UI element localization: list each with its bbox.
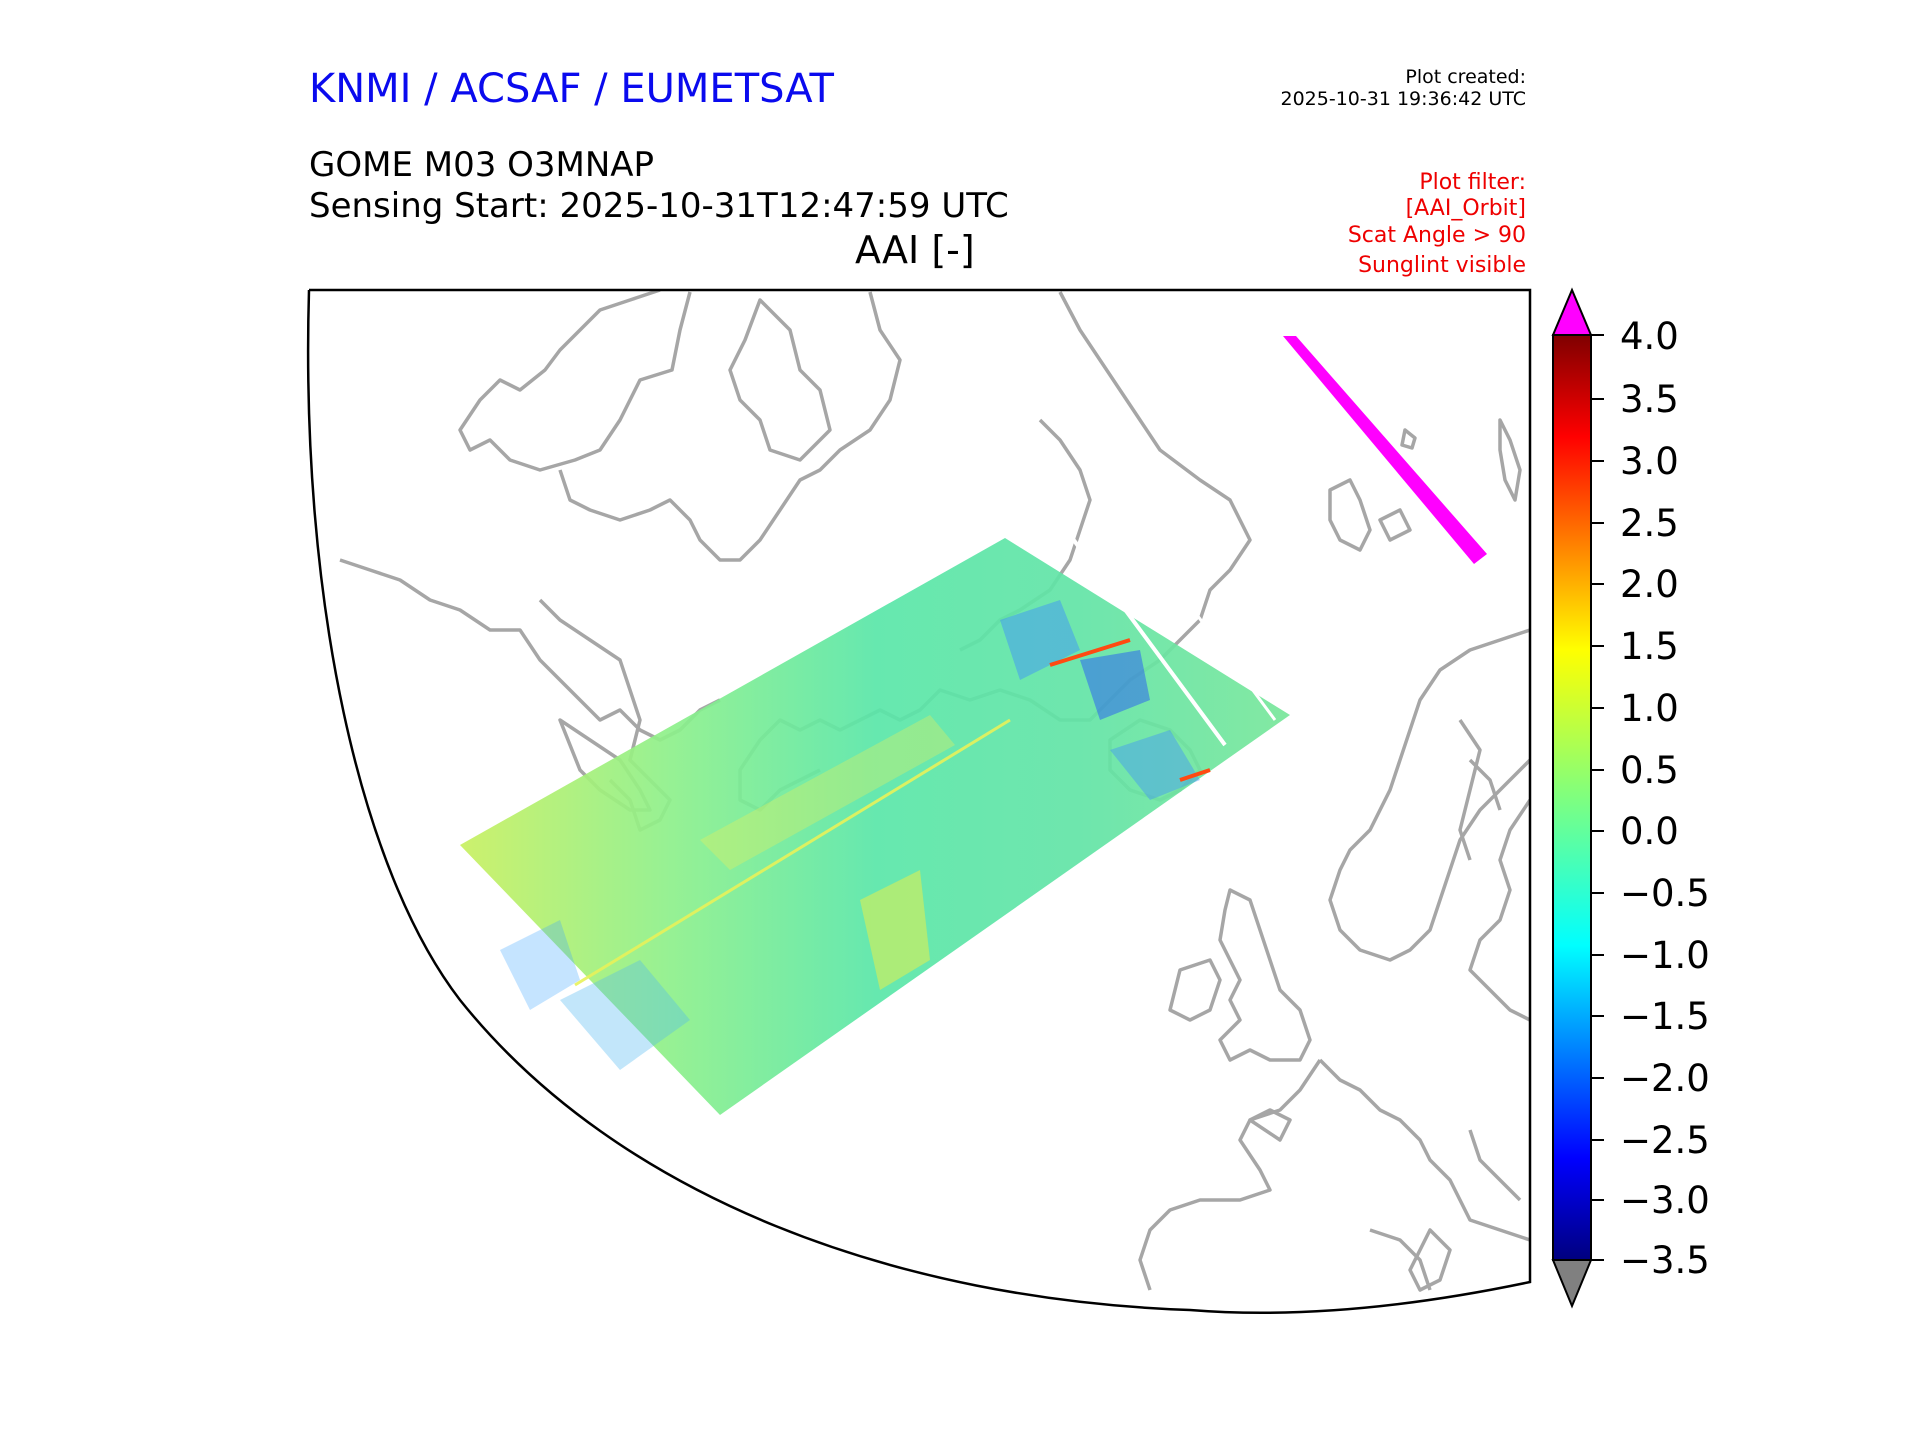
colorbar-tick-label: −2.5: [1620, 1119, 1710, 1162]
colorbar-tick-label: −3.0: [1620, 1179, 1710, 1222]
colorbar-gradient: [1552, 334, 1592, 1261]
plot-filter-item: Scat Angle > 90: [1347, 223, 1526, 248]
colorbar-ticks: [1591, 334, 1604, 1261]
variable-title: AAI [-]: [855, 228, 975, 272]
plot-created-label: Plot created:: [1405, 66, 1526, 88]
colorbar-tick-label: 3.5: [1620, 378, 1679, 421]
plot-filter-title: Plot filter:: [1419, 170, 1526, 195]
colorbar-tick-label: −3.5: [1620, 1239, 1710, 1282]
colorbar-tick-label: 3.0: [1620, 440, 1679, 483]
colorbar-tick-label: 0.0: [1620, 810, 1679, 853]
plot-filter-item: [AAI_Orbit]: [1405, 196, 1526, 221]
colorbar-tick-label: 1.0: [1620, 687, 1679, 730]
colorbar-over-arrow: [1551, 287, 1593, 336]
plot-created-value: 2025-10-31 19:36:42 UTC: [1280, 88, 1527, 110]
organisation-label: KNMI / ACSAF / EUMETSAT: [309, 66, 834, 112]
colorbar: [1551, 287, 1604, 1309]
colorbar-tick-label: 4.0: [1620, 315, 1679, 358]
map-area: [339, 290, 1530, 1292]
colorbar-tick-label: 1.5: [1620, 625, 1679, 668]
colorbar-tick-label: −2.0: [1620, 1057, 1710, 1100]
colorbar-tick-label: 2.5: [1620, 502, 1679, 545]
product-title: GOME M03 O3MNAP: [309, 145, 655, 185]
map-frame: [306, 288, 1532, 1314]
colorbar-tick-label: −0.5: [1620, 872, 1710, 915]
plot-filter-item: Sunglint visible: [1358, 253, 1526, 278]
aai-swath: [460, 533, 1290, 1115]
colorbar-under-arrow: [1551, 1259, 1593, 1309]
sensing-start: Sensing Start: 2025-10-31T12:47:59 UTC: [309, 186, 1009, 226]
colorbar-tick-label: −1.5: [1620, 995, 1710, 1038]
coastlines: [339, 290, 1530, 1292]
sunglint-swath: [1283, 336, 1487, 564]
colorbar-tick-label: 2.0: [1620, 563, 1679, 606]
colorbar-tick-label: −1.0: [1620, 934, 1710, 977]
colorbar-tick-label: 0.5: [1620, 749, 1679, 792]
